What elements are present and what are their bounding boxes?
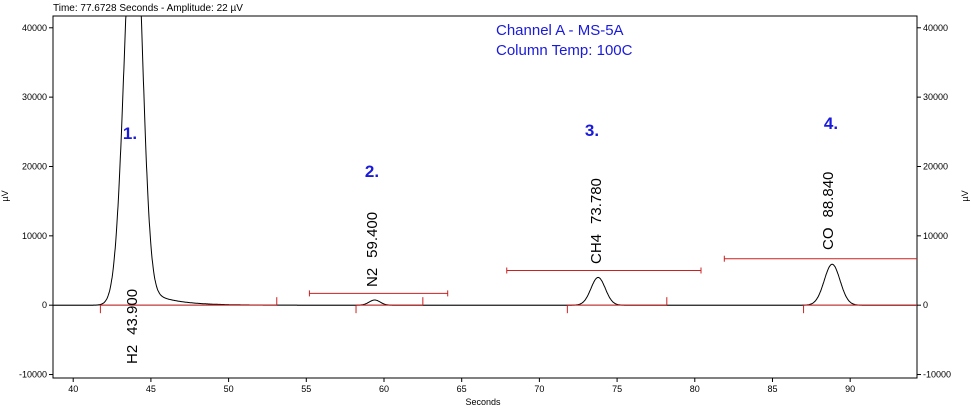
x-tick-label: 75 [612,384,622,394]
y-tick-label-right: 40000 [923,23,948,33]
peak-name-label: CO 88.840 [820,172,837,250]
y-tick-label-left: -10000 [19,370,47,380]
x-tick-label: 40 [68,384,78,394]
signal-trace [53,15,917,306]
peak-name-label: H2 43.900 [124,289,141,364]
peak-name: CO [820,228,837,251]
x-tick-label: 90 [845,384,855,394]
chart-subtitle: Column Temp: 100C [496,42,633,59]
peak-name: N2 [364,268,381,287]
peak-retention-time: 43.900 [124,289,141,335]
axes: -10000 -10000 0 0 10000 10000 20000 20000 30000 3… [19,23,951,394]
chart-title: Channel A - MS-5A [496,22,624,39]
x-tick-label: 60 [379,384,389,394]
plot-frame [52,15,918,379]
peak-number: 3. [585,121,599,140]
y-axis-label-left: µV [0,190,10,201]
peak-name: H2 [124,345,141,364]
peak-name-label: CH4 73.780 [588,178,605,264]
x-tick-label: 80 [690,384,700,394]
y-tick-label-right: 0 [923,300,928,310]
x-tick-label: 45 [146,384,156,394]
peak-retention-time: 73.780 [588,178,605,224]
peak-name-label: N2 59.400 [364,212,381,287]
peak-labels: 1. H2 43.900 2. N2 59.400 3. CH4 73.780 4. CO 88.84… [123,114,838,364]
y-axis-label-right: µV [960,190,970,201]
x-tick-label: 50 [224,384,234,394]
y-tick-label-right: -10000 [923,370,951,380]
y-tick-label-right: 20000 [923,161,948,171]
y-tick-label-left: 40000 [22,23,47,33]
peak-number: 4. [824,114,838,133]
integration-baselines [99,255,917,314]
x-axis-label: Seconds [465,397,501,407]
x-tick-label: 70 [534,384,544,394]
peak-number: 2. [365,162,379,181]
y-tick-label-left: 20000 [22,161,47,171]
peak-retention-time: 59.400 [364,212,381,258]
peak-retention-time: 88.840 [820,172,837,218]
peak-number: 1. [123,124,137,143]
y-tick-label-right: 10000 [923,231,948,241]
y-tick-label-left: 0 [42,300,47,310]
y-tick-label-right: 30000 [923,92,948,102]
y-tick-label-left: 10000 [22,231,47,241]
x-tick-label: 55 [301,384,311,394]
y-tick-label-left: 30000 [22,92,47,102]
x-tick-label: 85 [767,384,777,394]
peak-name: CH4 [588,234,605,264]
status-readout: Time: 77.6728 Seconds - Amplitude: 22 µV [53,3,243,14]
x-tick-label: 65 [457,384,467,394]
